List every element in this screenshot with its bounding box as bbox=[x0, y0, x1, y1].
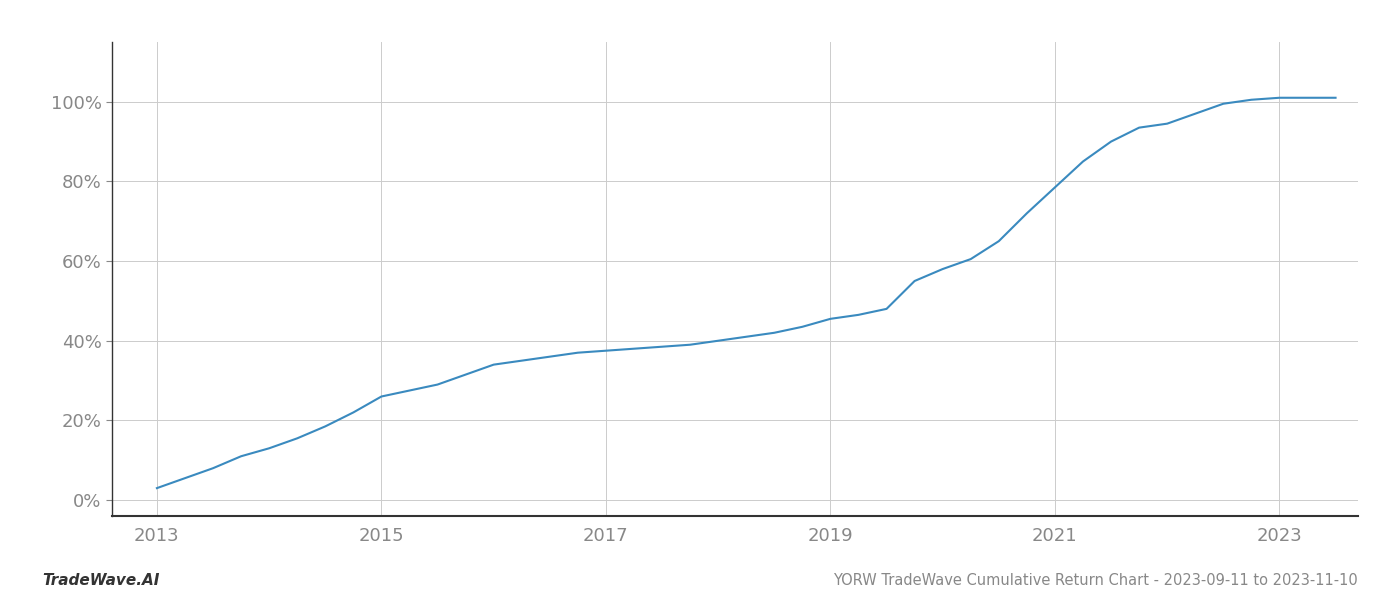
Text: TradeWave.AI: TradeWave.AI bbox=[42, 573, 160, 588]
Text: YORW TradeWave Cumulative Return Chart - 2023-09-11 to 2023-11-10: YORW TradeWave Cumulative Return Chart -… bbox=[833, 573, 1358, 588]
